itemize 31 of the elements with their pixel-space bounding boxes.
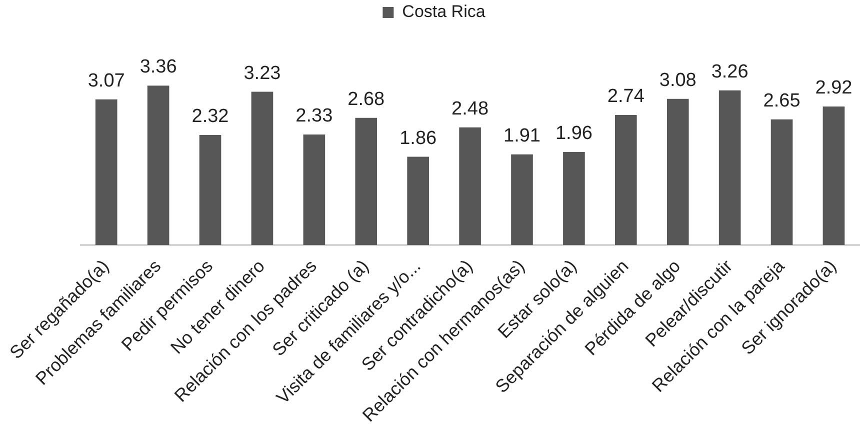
bar [822, 106, 845, 245]
data-label: 2.32 [192, 106, 229, 127]
bar [459, 127, 481, 245]
bar [718, 90, 741, 245]
bar [303, 134, 326, 245]
legend-label: Costa Rica [402, 2, 486, 22]
data-label: 3.36 [140, 56, 177, 78]
data-label: 1.86 [400, 128, 437, 149]
bar [199, 134, 222, 245]
data-label: 1.96 [555, 123, 592, 144]
bar [770, 119, 793, 245]
data-label: 3.08 [659, 70, 696, 91]
bar [251, 92, 274, 245]
data-label: 3.23 [244, 62, 281, 84]
bar [147, 86, 170, 245]
data-label: 2.48 [452, 98, 489, 120]
data-label: 2.65 [763, 90, 800, 112]
data-label: 2.33 [296, 105, 333, 126]
bar [355, 118, 378, 245]
bar [666, 98, 689, 245]
bar [407, 156, 429, 245]
data-label: 3.07 [88, 70, 125, 92]
bar [563, 152, 585, 245]
bar [95, 99, 118, 245]
data-label: 3.26 [711, 61, 748, 82]
bar [615, 115, 637, 245]
data-label: 2.92 [815, 78, 852, 99]
data-label: 1.91 [504, 125, 540, 146]
data-label: 2.74 [607, 86, 645, 108]
data-label: 2.68 [348, 88, 385, 110]
bar [511, 154, 533, 245]
